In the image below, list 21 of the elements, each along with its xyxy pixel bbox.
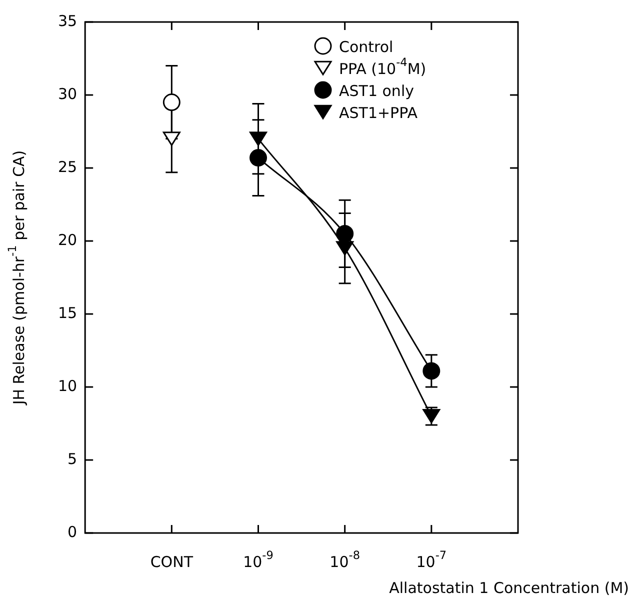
point: [422, 362, 440, 380]
x-tick-label: CONT: [150, 553, 194, 571]
point: [162, 94, 180, 112]
y-tick-label: 10: [58, 376, 78, 395]
legend-label: AST1 only: [339, 82, 414, 100]
y-tick-label: 5: [68, 450, 78, 468]
point: [336, 241, 354, 256]
y-axis-title: JH Release (pmol-hr-1 per pair CA): [6, 150, 28, 406]
y-tick-label: 0: [68, 522, 78, 541]
y-tick-label: 25: [58, 158, 78, 176]
legend-label: Control: [339, 38, 394, 56]
y-tick-label: 35: [58, 12, 78, 30]
y-tick-label: 30: [58, 84, 78, 103]
y-tick-label: 20: [58, 230, 78, 249]
legend-label: AST1+PPA: [339, 104, 418, 122]
y-tick-label: 15: [58, 304, 78, 322]
point: [162, 132, 180, 146]
point: [250, 149, 267, 167]
point: [336, 224, 354, 242]
point: [250, 132, 267, 146]
x-axis-title: Allatostatin 1 Concentration (M): [389, 579, 630, 596]
